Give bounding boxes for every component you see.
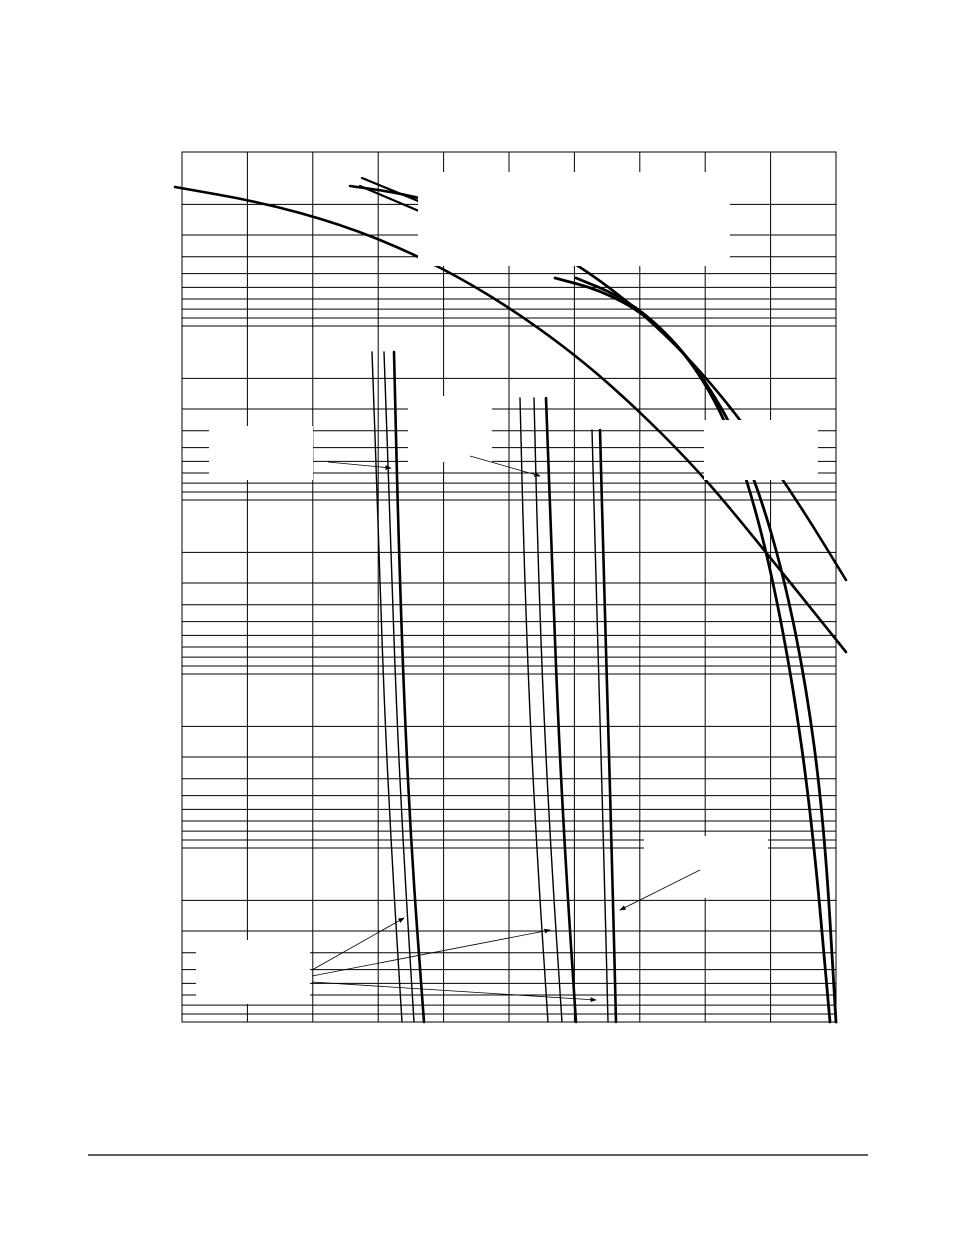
- label-box-upper-left: [209, 426, 313, 480]
- label-box-right: [704, 420, 818, 480]
- label-box-title: [418, 172, 730, 266]
- arrow-low-1: [312, 918, 404, 970]
- label-box-bottom: [196, 940, 310, 1004]
- arrow-low-3: [312, 982, 596, 1000]
- arrow-top-left: [328, 462, 391, 468]
- label-box-mid: [408, 396, 492, 462]
- big-arc-inner: [555, 278, 830, 1022]
